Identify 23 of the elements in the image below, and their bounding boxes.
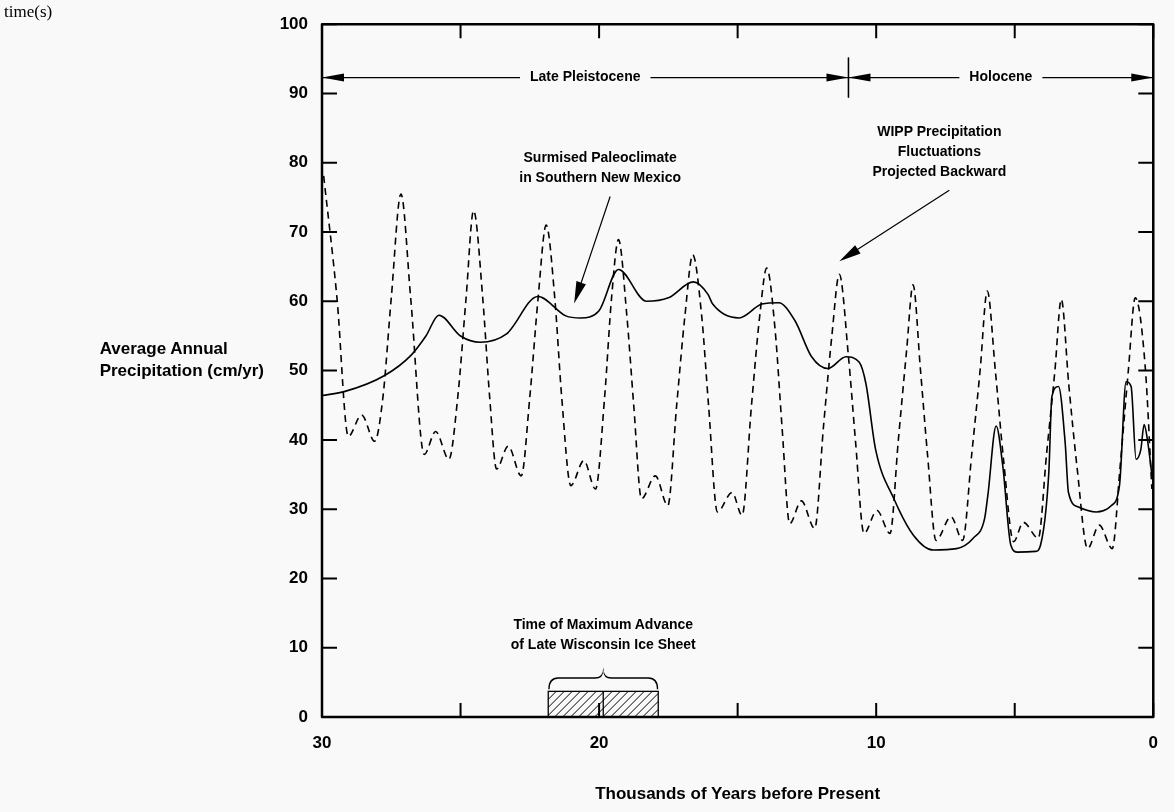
annotation: Surmised Paleoclimate in Southern New Mexico xyxy=(519,149,682,186)
x-axis-title: Thousands of Years before Present xyxy=(595,783,881,803)
text: time(s) xyxy=(4,1,53,21)
y-tick-label: 0 xyxy=(298,706,308,726)
y-tick-label: 80 xyxy=(289,152,308,172)
y-tick-label: 30 xyxy=(289,498,308,518)
x-tick-label: 0 xyxy=(1148,732,1159,752)
annotation: Time of Maximum Advance of Late Wisconsin Ice Sheet xyxy=(510,616,697,653)
annotation: Holocene xyxy=(969,68,1033,85)
annotation: WIPP Precipitation Fluctuations Projected Backward xyxy=(872,123,1007,180)
x-tick-label: 30 xyxy=(312,732,332,752)
annotation: Late Pleistocene xyxy=(529,68,641,85)
y-tick-label: 20 xyxy=(289,568,308,588)
y-axis-title: Average Annual Precipitation (cm/yr) xyxy=(99,339,264,381)
x-tick-label: 10 xyxy=(866,732,886,752)
y-tick-label: 70 xyxy=(289,221,308,241)
y-tick-label: 60 xyxy=(289,291,308,311)
x-tick-label: 20 xyxy=(589,732,609,752)
y-tick-label: 10 xyxy=(289,637,308,657)
y-tick-label: 100 xyxy=(279,13,308,33)
y-tick-label: 40 xyxy=(289,429,308,449)
y-tick-label: 50 xyxy=(289,360,308,380)
y-tick-label: 90 xyxy=(289,83,308,103)
